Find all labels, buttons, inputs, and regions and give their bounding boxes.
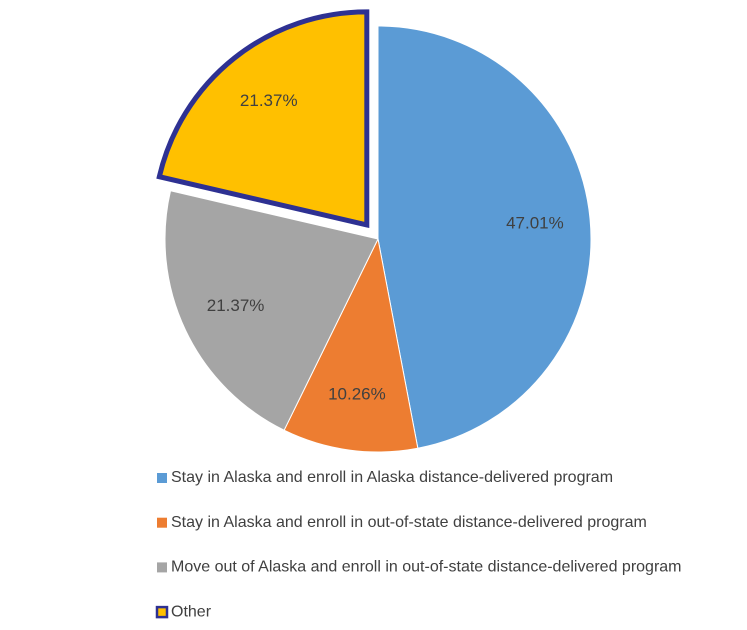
legend-marker: [157, 473, 167, 483]
pie-slice: [377, 25, 592, 449]
legend-marker: [155, 605, 169, 619]
legend-label: Move out of Alaska and enroll in out-of-…: [171, 559, 682, 576]
legend-label: Stay in Alaska and enroll in Alaska dist…: [171, 469, 613, 486]
data-label: 21.37%: [240, 91, 298, 110]
data-label: 10.26%: [328, 385, 386, 404]
pie-slice: [164, 190, 379, 431]
pie-slice: [283, 237, 419, 453]
legend-marker: [157, 562, 167, 573]
legend-label: Stay in Alaska and enroll in out-of-stat…: [171, 514, 647, 531]
data-label: 47.01%: [506, 214, 564, 233]
data-label: 21.37%: [207, 296, 265, 315]
legend-label: Other: [171, 603, 212, 620]
legend-marker: [157, 517, 167, 528]
pie-slice: [156, 9, 370, 229]
